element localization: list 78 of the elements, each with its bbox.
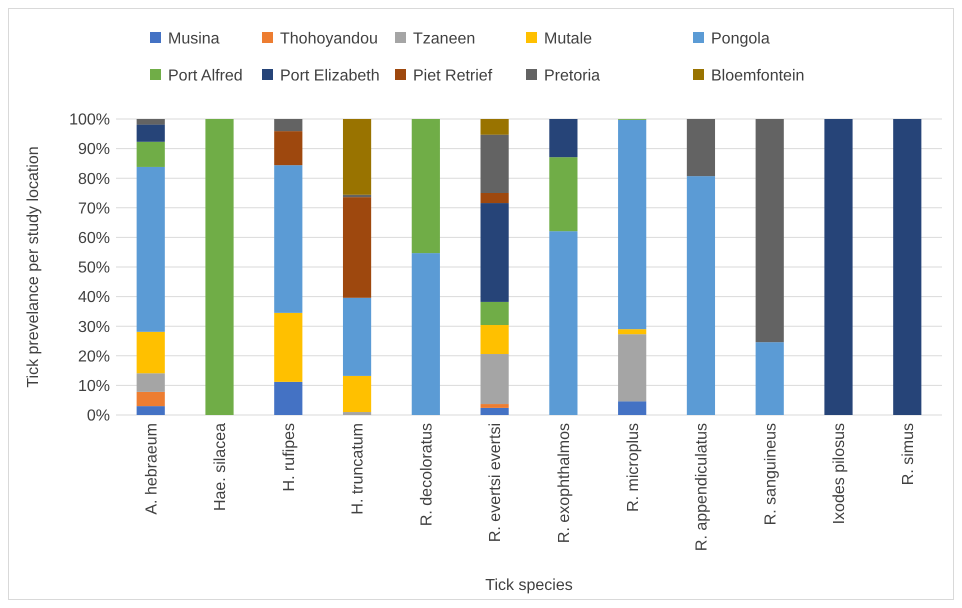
bar — [205, 119, 234, 415]
bar — [480, 354, 509, 404]
bar — [480, 408, 509, 415]
bar — [342, 197, 372, 298]
x-tick-label: Ixodes pilosus — [831, 423, 848, 524]
y-tick-label: 60% — [78, 230, 110, 247]
x-tick-label: H. truncatum — [350, 423, 367, 515]
bar — [893, 119, 922, 415]
bar — [480, 404, 509, 408]
bar — [274, 312, 302, 382]
bar — [480, 193, 509, 204]
bar — [480, 119, 509, 135]
bar — [756, 119, 784, 342]
y-tick-label: 10% — [78, 378, 110, 395]
bar — [618, 401, 646, 415]
bar — [756, 342, 784, 415]
x-tick-label: R. microplus — [624, 423, 642, 512]
x-tick-label: R. exophthalmos — [556, 423, 573, 544]
bar — [274, 131, 302, 166]
bar — [136, 332, 165, 374]
bar — [480, 134, 509, 193]
bar — [549, 119, 578, 158]
bar — [686, 119, 716, 176]
bar — [618, 329, 646, 334]
bar — [480, 302, 509, 326]
legend-label: Thohoyandou — [280, 30, 378, 48]
y-tick-label: 50% — [78, 260, 110, 277]
bar — [342, 412, 372, 415]
y-tick-label: 100% — [69, 112, 110, 129]
bar — [274, 165, 302, 313]
bar — [136, 373, 165, 392]
y-axis-title: Tick prevelance per study location — [25, 146, 42, 388]
x-tick-label: R. decoloratus — [418, 423, 436, 526]
y-tick-label: 40% — [78, 289, 110, 306]
bar — [412, 253, 440, 415]
y-tick-label: 70% — [78, 200, 110, 218]
bar — [549, 231, 578, 415]
bar — [136, 406, 165, 415]
bar — [136, 142, 165, 167]
bar — [686, 176, 716, 415]
legend-label: Tzaneen — [413, 30, 476, 48]
bar — [618, 334, 646, 402]
x-tick-label: R. simus — [900, 423, 917, 486]
bar — [342, 376, 372, 412]
x-tick-label: R. evertsi evertsi — [487, 423, 504, 542]
x-tick-label: R. appendiculatus — [694, 423, 711, 552]
x-tick-label: R. sanguineus — [762, 423, 780, 526]
y-tick-label: 90% — [78, 141, 110, 158]
bar — [618, 120, 646, 330]
bar — [412, 119, 440, 254]
bar — [342, 298, 372, 376]
bar — [342, 119, 372, 195]
x-tick-label: H. rufipes — [280, 423, 298, 492]
legend-label: Piet Retrief — [413, 68, 493, 85]
y-tick-label: 20% — [78, 348, 110, 366]
legend-label: Port Alfred — [168, 68, 243, 85]
bar — [480, 203, 509, 302]
legend-label: Port Elizabeth — [280, 68, 380, 85]
bar — [274, 382, 302, 415]
bar — [136, 392, 165, 406]
x-tick-label: Hae. silacea — [212, 422, 230, 512]
y-tick-label: 80% — [78, 170, 110, 188]
legend-label: Mutale — [544, 30, 592, 48]
legend-label: Pretoria — [544, 68, 600, 85]
y-tick-label: 0% — [86, 408, 110, 425]
legend-label: Bloemfontein — [711, 68, 804, 85]
bar — [549, 157, 578, 232]
bar — [136, 119, 165, 125]
y-tick-label: 30% — [78, 318, 110, 336]
x-tick-label: A. hebraeum — [143, 423, 160, 515]
bar — [824, 119, 853, 415]
legend-label: Musina — [168, 30, 220, 48]
legend-label: Pongola — [711, 30, 770, 48]
bar — [480, 325, 509, 354]
x-axis-title: Tick species — [485, 577, 573, 594]
bar — [136, 166, 165, 332]
bar — [274, 119, 302, 132]
bar — [136, 124, 165, 142]
